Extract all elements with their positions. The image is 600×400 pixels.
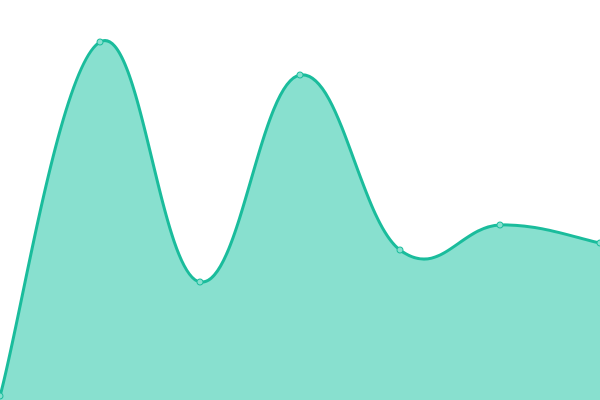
data-point-1 (96, 38, 104, 46)
data-point-3 (296, 71, 304, 79)
data-point-6 (596, 239, 600, 247)
data-point-5 (496, 221, 504, 229)
series-line (0, 39, 600, 397)
data-point-0 (0, 392, 4, 400)
data-point-4 (396, 246, 404, 254)
data-points (0, 38, 600, 400)
data-point-2 (196, 278, 204, 286)
area-fill (0, 40, 600, 400)
